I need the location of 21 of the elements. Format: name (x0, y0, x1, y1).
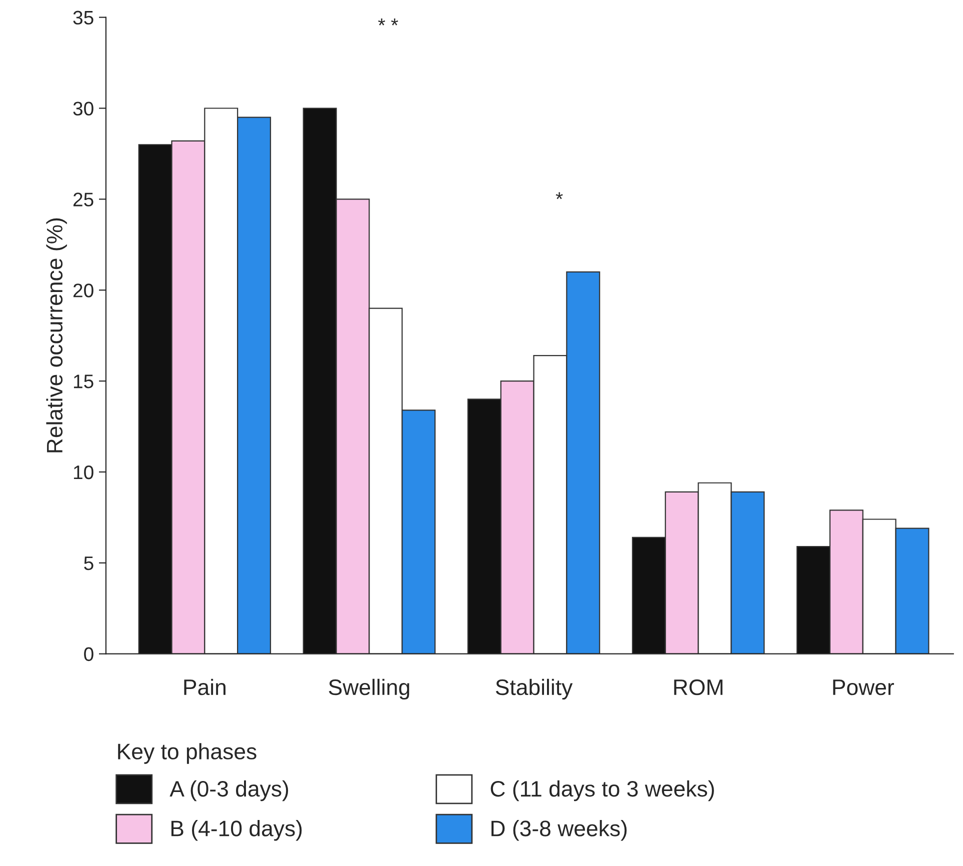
y-tick-label: 10 (74, 465, 94, 480)
x-tick-label: Stability (496, 678, 573, 700)
y-axis-title: Relative occurrence (%) (46, 218, 67, 452)
annotation: * * (378, 18, 398, 26)
legend-label: B (4-10 days) (171, 820, 302, 841)
annotation: * (556, 192, 563, 200)
y-tick-label: 25 (73, 192, 94, 206)
x-tick-label: ROM (674, 679, 722, 696)
legend-label: D (3-8 weeks) (492, 820, 627, 841)
legend-title: Key to phases (118, 743, 256, 764)
legend-label: C (11 days to 3 weeks) (490, 780, 714, 802)
y-tick-label: 20 (73, 284, 94, 298)
y-tick-label: 30 (73, 102, 94, 116)
y-tick-label: 35 (73, 10, 94, 25)
x-tick-label: Power (833, 680, 894, 696)
x-tick-label: Swelling (328, 678, 410, 700)
y-tick-label: 0 (84, 647, 94, 662)
y-tick-label: 5 (84, 556, 94, 570)
x-tick-label: Pain (184, 678, 226, 696)
legend-label: A (0-3 days) (170, 780, 288, 802)
y-tick-label: 15 (74, 374, 94, 388)
